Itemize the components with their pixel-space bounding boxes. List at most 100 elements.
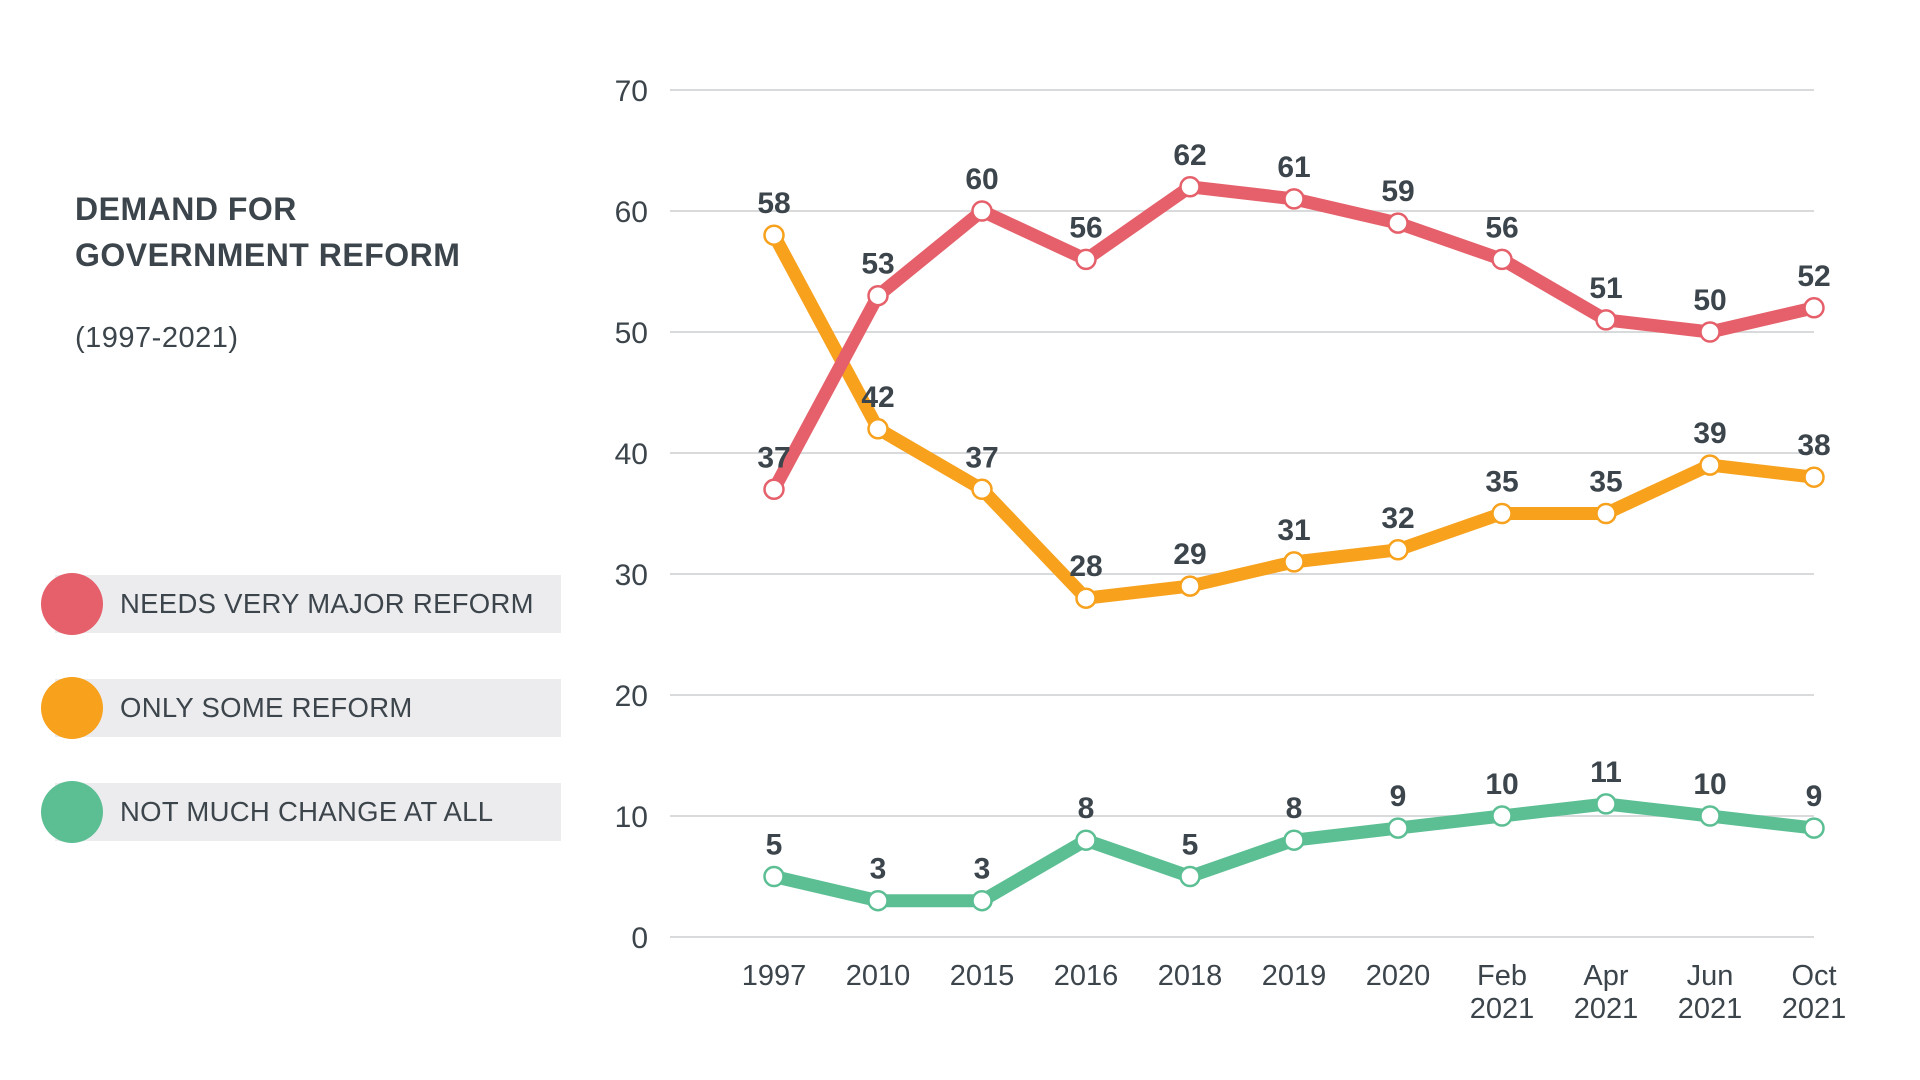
x-axis-tick-label: 1997 <box>742 960 807 992</box>
y-axis-tick-label: 10 <box>615 801 648 834</box>
y-axis-tick-label: 0 <box>631 922 648 955</box>
data-point-marker <box>1803 817 1825 839</box>
legend-dot-red <box>41 573 103 635</box>
data-point-marker <box>1179 176 1201 198</box>
legend-item-some-reform: ONLY SOME REFORM <box>41 677 601 739</box>
data-point-marker <box>867 418 889 440</box>
data-point-label: 59 <box>1381 175 1414 208</box>
data-point-marker <box>1491 502 1513 525</box>
data-point-marker <box>971 478 993 501</box>
data-point-marker <box>1075 829 1097 851</box>
data-point-marker <box>1699 321 1721 343</box>
legend-bar <box>55 575 561 633</box>
data-point-marker <box>1387 817 1409 839</box>
data-point-marker <box>763 865 785 888</box>
data-point-label: 62 <box>1173 139 1206 172</box>
data-point-label: 29 <box>1173 538 1206 571</box>
data-point-marker <box>1283 551 1305 573</box>
data-point-label: 52 <box>1797 260 1830 293</box>
series-line <box>767 180 1821 496</box>
legend-dot-orange <box>41 677 103 739</box>
x-axis-tick-label: 2010 <box>846 960 911 992</box>
data-point-label: 8 <box>1286 792 1303 825</box>
data-point-marker <box>1595 793 1617 815</box>
y-axis-tick-label: 40 <box>615 438 648 471</box>
y-axis-tick-label: 30 <box>615 559 648 592</box>
data-point-label: 5 <box>766 829 783 862</box>
data-point-marker <box>971 200 993 222</box>
data-point-marker <box>1803 466 1825 488</box>
data-point-marker <box>1699 454 1721 476</box>
data-point-label: 53 <box>861 248 894 281</box>
data-point-marker <box>763 224 785 246</box>
data-point-label: 9 <box>1390 780 1407 813</box>
data-point-marker <box>763 478 785 501</box>
title-line-1: DEMAND FOR <box>75 191 297 227</box>
y-axis-tick-label: 70 <box>615 75 648 108</box>
chart-legend: NEEDS VERY MAJOR REFORM ONLY SOME REFORM… <box>41 573 601 886</box>
data-point-label: 51 <box>1589 272 1622 305</box>
x-axis-tick-label: Jun 2021 <box>1678 960 1743 1025</box>
x-axis-tick-label: 2016 <box>1054 960 1119 992</box>
data-point-label: 31 <box>1277 514 1310 547</box>
legend-bar <box>55 679 561 737</box>
data-point-marker <box>1699 805 1721 827</box>
data-point-label: 35 <box>1589 466 1622 499</box>
data-point-marker <box>1283 829 1305 851</box>
page-title: DEMAND FOR GOVERNMENT REFORM <box>75 186 460 278</box>
data-point-marker <box>971 889 993 912</box>
data-point-marker <box>1387 539 1409 561</box>
x-axis-tick-label: 2018 <box>1158 960 1223 992</box>
data-point-marker <box>867 284 889 307</box>
data-point-label: 39 <box>1693 417 1726 450</box>
data-point-marker <box>1595 309 1617 331</box>
data-point-label: 56 <box>1485 211 1518 244</box>
data-point-label: 3 <box>974 853 991 886</box>
data-point-marker <box>867 889 889 912</box>
x-axis-tick-label: 2015 <box>950 960 1015 992</box>
data-point-label: 28 <box>1069 550 1102 583</box>
data-point-marker <box>1491 805 1513 827</box>
data-point-marker <box>1179 865 1201 888</box>
legend-item-major-reform: NEEDS VERY MAJOR REFORM <box>41 573 601 635</box>
data-point-label: 32 <box>1381 502 1414 535</box>
data-point-marker <box>1075 248 1097 271</box>
data-point-marker <box>1803 297 1825 319</box>
data-point-marker <box>1491 248 1513 271</box>
x-axis-tick-label: Feb 2021 <box>1470 960 1535 1025</box>
data-point-label: 38 <box>1797 429 1830 462</box>
data-point-label: 3 <box>870 853 887 886</box>
data-point-label: 10 <box>1485 768 1518 801</box>
y-axis-tick-label: 50 <box>615 317 648 350</box>
legend-bar <box>55 783 561 841</box>
legend-label: NEEDS VERY MAJOR REFORM <box>120 588 534 619</box>
data-point-label: 50 <box>1693 284 1726 317</box>
chart-subtitle: (1997-2021) <box>75 322 239 354</box>
data-point-marker <box>1387 212 1409 234</box>
data-point-label: 9 <box>1806 780 1823 813</box>
data-point-label: 58 <box>757 187 790 220</box>
data-point-label: 42 <box>861 381 894 414</box>
x-axis-tick-label: Apr 2021 <box>1574 960 1639 1025</box>
data-point-label: 37 <box>965 441 998 474</box>
legend-label: NOT MUCH CHANGE AT ALL <box>120 796 494 827</box>
data-point-label: 56 <box>1069 211 1102 244</box>
data-point-marker <box>1075 587 1097 609</box>
data-point-label: 35 <box>1485 466 1518 499</box>
data-point-label: 60 <box>965 163 998 196</box>
title-line-2: GOVERNMENT REFORM <box>75 237 461 273</box>
x-axis-tick-label: 2020 <box>1366 960 1431 992</box>
data-point-label: 61 <box>1277 151 1310 184</box>
data-point-marker <box>1595 502 1617 525</box>
legend-dot-green <box>41 781 103 843</box>
x-axis-tick-label: 2019 <box>1262 960 1327 992</box>
data-point-label: 11 <box>1590 756 1622 789</box>
data-point-label: 37 <box>757 441 790 474</box>
data-point-marker <box>1179 575 1201 597</box>
data-point-marker <box>1283 188 1305 210</box>
data-point-label: 8 <box>1078 792 1095 825</box>
y-axis-tick-label: 20 <box>615 680 648 713</box>
data-point-label: 5 <box>1182 829 1199 862</box>
